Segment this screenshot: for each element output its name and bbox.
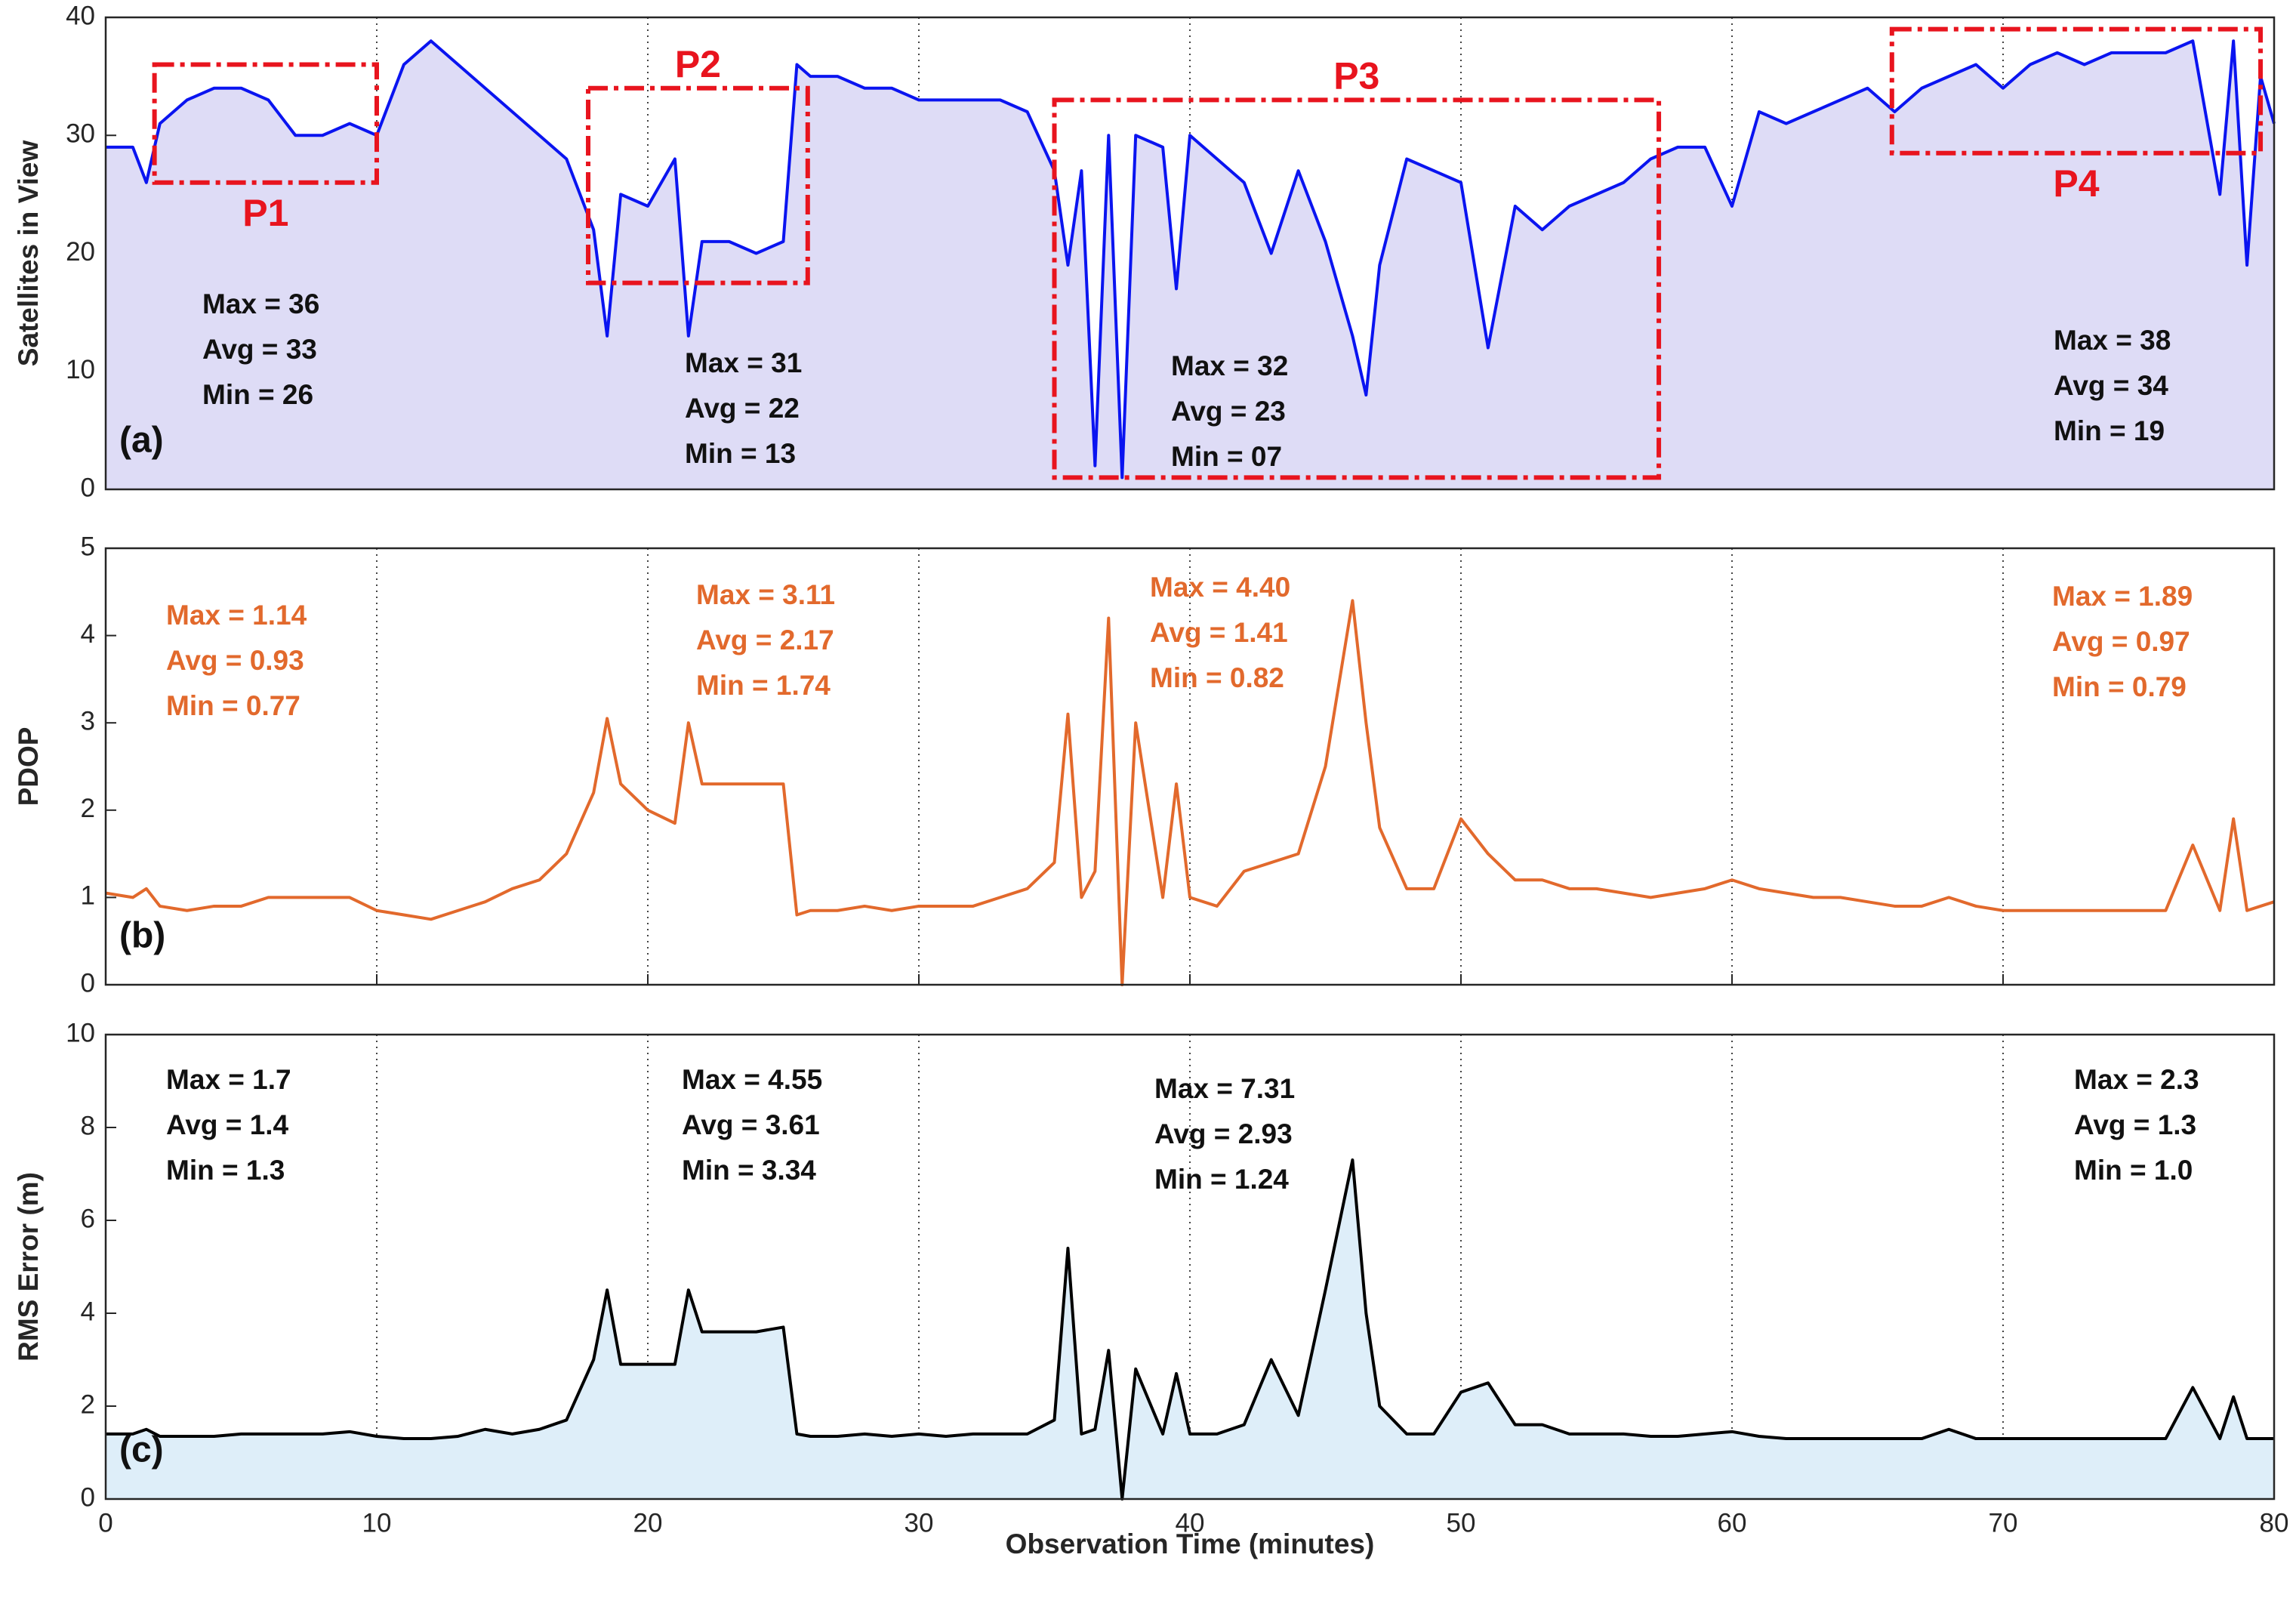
line <box>106 1158 2274 1501</box>
plot-frame <box>104 1033 2276 1501</box>
y-tick-label: 4 <box>81 1297 95 1326</box>
y-axis-label: Satellites in View <box>13 140 44 367</box>
stat-annotation: Max = 38 <box>2054 325 2171 356</box>
stat-annotation: Max = 1.7 <box>166 1064 291 1095</box>
region-box <box>1052 97 1662 480</box>
stat-annotation: Max = 36 <box>202 288 319 319</box>
y-axis-label: PDOP <box>13 727 44 807</box>
x-axis-label: Observation Time (minutes) <box>1006 1528 1375 1559</box>
stat-annotation: Avg = 1.4 <box>166 1109 289 1140</box>
stat-annotation: Max = 1.89 <box>2052 581 2193 612</box>
stat-annotation: Max = 31 <box>685 347 802 378</box>
x-tick-label: 30 <box>905 1508 934 1538</box>
panel-label: (b) <box>119 916 165 956</box>
x-tick-label: 50 <box>1447 1508 1476 1538</box>
y-tick-label: 0 <box>81 1482 95 1512</box>
stat-annotation: Min = 1.0 <box>2074 1155 2193 1186</box>
stat-annotation: Avg = 2.93 <box>1154 1118 1293 1149</box>
stat-annotation: Min = 0.77 <box>166 690 300 721</box>
y-tick-label: 3 <box>81 706 95 736</box>
stat-annotation: Max = 32 <box>1171 350 1288 381</box>
stat-annotation: Avg = 33 <box>202 334 317 365</box>
region-label: P1 <box>242 192 288 234</box>
line <box>106 39 2276 480</box>
y-tick-label: 20 <box>66 237 95 267</box>
stat-annotation: Min = 13 <box>685 438 796 469</box>
stat-annotation: Avg = 2.17 <box>696 625 834 655</box>
region-label: P3 <box>1333 55 1379 97</box>
stat-annotation: Max = 1.14 <box>166 600 307 631</box>
x-tick-label: 80 <box>2260 1508 2289 1538</box>
y-tick-label: 5 <box>81 532 95 561</box>
y-tick-label: 8 <box>81 1111 95 1140</box>
y-tick-label: 2 <box>81 794 95 823</box>
stat-annotation: Min = 1.3 <box>166 1155 285 1186</box>
y-tick-label: 4 <box>81 619 95 649</box>
stat-annotation: Avg = 3.61 <box>682 1109 820 1140</box>
stat-annotation: Avg = 34 <box>2054 370 2168 401</box>
stat-annotation: Min = 1.74 <box>696 670 831 701</box>
y-tick-label: 10 <box>66 1018 95 1047</box>
y-tick-label: 0 <box>81 968 95 998</box>
stat-annotation: Min = 19 <box>2054 415 2165 446</box>
stat-annotation: Avg = 0.93 <box>166 645 304 676</box>
stat-annotation: Avg = 1.3 <box>2074 1109 2196 1140</box>
x-tick-label: 0 <box>98 1508 112 1538</box>
y-tick-label: 6 <box>81 1204 95 1233</box>
stat-annotation: Min = 0.79 <box>2052 671 2187 702</box>
stat-annotation: Max = 4.40 <box>1150 572 1290 603</box>
y-tick-label: 10 <box>66 355 95 384</box>
x-tick-label: 60 <box>1718 1508 1747 1538</box>
plot-frame <box>104 16 2276 491</box>
region-box <box>586 85 810 285</box>
area <box>106 1160 2274 1499</box>
stat-annotation: Min = 1.24 <box>1154 1164 1289 1195</box>
y-axis-label: RMS Error (m) <box>13 1172 44 1362</box>
stat-annotation: Avg = 1.41 <box>1150 617 1288 648</box>
x-tick-label: 40 <box>1176 1508 1205 1538</box>
region-label: P4 <box>2053 162 2099 205</box>
stat-annotation: Avg = 22 <box>685 393 800 424</box>
stat-annotation: Max = 4.55 <box>682 1064 822 1095</box>
x-tick-label: 10 <box>362 1508 392 1538</box>
y-tick-label: 0 <box>81 473 95 502</box>
stat-annotation: Max = 3.11 <box>696 579 835 610</box>
stat-annotation: Min = 07 <box>1171 441 1282 472</box>
panel-label: (a) <box>119 421 164 461</box>
stat-annotation: Min = 26 <box>202 379 313 410</box>
region-box <box>152 62 379 185</box>
region-label: P2 <box>675 43 721 85</box>
panel-label: (c) <box>119 1430 164 1470</box>
line <box>105 599 2275 986</box>
plot-frame <box>104 547 2276 986</box>
region-box <box>1889 26 2264 156</box>
y-tick-label: 1 <box>81 881 95 911</box>
area <box>106 41 2274 489</box>
stat-annotation: Avg = 23 <box>1171 396 1286 427</box>
y-tick-label: 40 <box>66 1 95 30</box>
stat-annotation: Avg = 0.97 <box>2052 626 2190 657</box>
y-tick-label: 30 <box>66 119 95 149</box>
stat-annotation: Max = 2.3 <box>2074 1064 2199 1095</box>
stat-annotation: Max = 7.31 <box>1154 1073 1295 1104</box>
x-tick-label: 70 <box>1989 1508 2018 1538</box>
stat-annotation: Min = 3.34 <box>682 1155 816 1186</box>
stat-annotation: Min = 0.82 <box>1150 662 1284 693</box>
y-tick-label: 2 <box>81 1390 95 1419</box>
x-tick-label: 20 <box>633 1508 663 1538</box>
